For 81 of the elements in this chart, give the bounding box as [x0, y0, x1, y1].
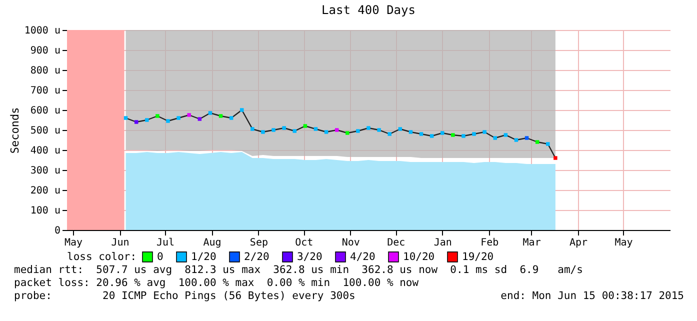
- point: [218, 114, 223, 118]
- point: [250, 127, 254, 131]
- point: [198, 117, 202, 121]
- x-tick-label: May: [64, 238, 83, 248]
- text: median rtt: 507.7 us avg 812.3 us max 362.8 us min 362.8 us now 0.1 ms sd 6.9 am/s: [14, 264, 584, 277]
- point: [440, 131, 444, 135]
- legend-label: 19/20: [462, 250, 494, 263]
- legend-label: 2/20: [244, 250, 270, 263]
- chart-title: Last 400 Days: [322, 3, 416, 17]
- x-tick-label: Apr: [570, 238, 588, 248]
- x-tick-label: Mar: [522, 238, 541, 248]
- point: [554, 156, 558, 160]
- point: [229, 116, 234, 120]
- point: [388, 132, 392, 136]
- y-tick-label: 900 u: [30, 46, 60, 56]
- x-tick-label: Aug: [203, 238, 222, 248]
- point: [187, 113, 191, 117]
- point: [535, 140, 540, 144]
- y-tick-label: 0: [54, 226, 60, 236]
- point: [303, 124, 308, 128]
- point: [377, 128, 381, 132]
- point: [134, 120, 138, 124]
- point: [282, 126, 286, 130]
- text: packet loss: 20.96 % avg 100.00 % max 0.00 % min 100.00 % now: [14, 277, 420, 290]
- point: [292, 129, 297, 133]
- y-tick-label: 100 u: [30, 206, 60, 216]
- point: [314, 127, 318, 131]
- y-tick-label: 800 u: [30, 66, 60, 76]
- x-tick-label: May: [614, 238, 633, 248]
- point: [208, 111, 212, 115]
- point: [334, 128, 339, 132]
- point: [124, 116, 128, 120]
- x-tick-label: Oct: [295, 238, 314, 248]
- point: [462, 134, 466, 138]
- legend-title: loss color:: [67, 251, 137, 263]
- point: [176, 116, 180, 120]
- point: [156, 114, 160, 118]
- point: [493, 136, 497, 140]
- point: [546, 142, 550, 146]
- x-tick-label: Dec: [387, 238, 406, 248]
- y-tick-label: 600 u: [30, 106, 60, 116]
- point: [272, 128, 276, 132]
- x-tick-label: Jan: [434, 238, 452, 248]
- text: probe: 20 ICMP Echo Pings (56 Bytes) every 300s: [14, 290, 356, 302]
- y-tick-label: 500 u: [30, 126, 60, 136]
- point: [524, 136, 529, 140]
- y-tick-label: 1000 u: [24, 26, 60, 36]
- point: [482, 130, 486, 134]
- point: [356, 129, 360, 133]
- point: [514, 138, 518, 142]
- point: [504, 133, 508, 137]
- legend-label: 1/20: [191, 250, 216, 263]
- point: [451, 133, 455, 137]
- point: [366, 126, 370, 130]
- x-tick-label: Jul: [156, 238, 175, 248]
- legend-label: 10/20: [403, 250, 435, 263]
- x-tick-label: Jun: [111, 238, 130, 248]
- point: [240, 108, 244, 112]
- x-tick-label: Feb: [480, 238, 499, 248]
- point: [472, 132, 476, 136]
- y-tick-label: 300 u: [30, 166, 60, 176]
- x-tick-label: Sep: [250, 238, 268, 248]
- y-tick-label: 700 u: [30, 86, 60, 96]
- point: [419, 132, 424, 136]
- point: [145, 118, 149, 122]
- point: [261, 130, 265, 134]
- point: [346, 131, 350, 135]
- point: [398, 127, 402, 131]
- y-axis-title: Seconds: [8, 107, 22, 154]
- point: [408, 130, 413, 134]
- legend-label: 4/20: [350, 250, 376, 263]
- legend-label: 0: [157, 250, 164, 263]
- legend-label: 3/20: [297, 250, 322, 263]
- y-tick-label: 400 u: [30, 146, 60, 156]
- point: [324, 130, 328, 134]
- line-series: [125, 109, 556, 159]
- text: end: Mon Jun 15 00:38:17 2015: [500, 290, 684, 302]
- point: [166, 119, 170, 123]
- y-tick-label: 200 u: [30, 186, 60, 196]
- x-tick-label: Nov: [342, 238, 360, 248]
- point: [430, 134, 434, 138]
